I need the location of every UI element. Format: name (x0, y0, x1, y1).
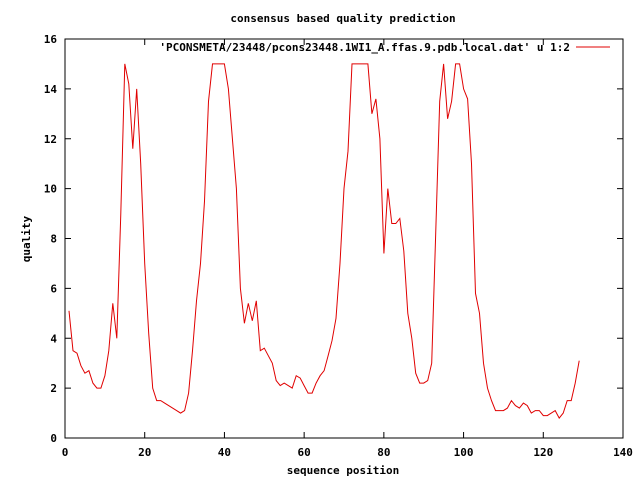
y-axis-label: quality (20, 215, 33, 262)
y-tick-label: 0 (50, 432, 57, 445)
axis-ticks: 0 20 40 60 80 100 120 140 0 2 4 6 8 10 12 14 16 (44, 33, 633, 459)
plot-frame (64, 38, 624, 439)
x-tick-label: 20 (138, 446, 151, 459)
x-tick-label: 80 (377, 446, 390, 459)
y-tick-label: 8 (50, 233, 57, 246)
series-line (68, 63, 580, 420)
x-tick-label: 120 (533, 446, 553, 459)
chart-title: consensus based quality prediction (230, 12, 455, 25)
y-tick-label: 4 (50, 332, 57, 345)
y-tick-label: 14 (44, 83, 58, 96)
y-tick-label: 6 (50, 282, 57, 295)
x-tick-label: 100 (454, 446, 474, 459)
x-tick-label: 60 (298, 446, 311, 459)
x-tick-label: 40 (218, 446, 231, 459)
x-tick-label: 0 (62, 446, 69, 459)
legend-label: 'PCONSMETA/23448/pcons23448.1WI1_A.ffas.… (159, 41, 570, 54)
x-tick-label: 140 (613, 446, 633, 459)
y-tick-label: 2 (50, 382, 57, 395)
y-tick-label: 10 (44, 183, 57, 196)
y-tick-label: 16 (44, 33, 58, 46)
x-axis-label: sequence position (287, 464, 400, 477)
y-tick-label: 12 (44, 133, 57, 146)
legend: 'PCONSMETA/23448/pcons23448.1WI1_A.ffas.… (159, 41, 610, 54)
